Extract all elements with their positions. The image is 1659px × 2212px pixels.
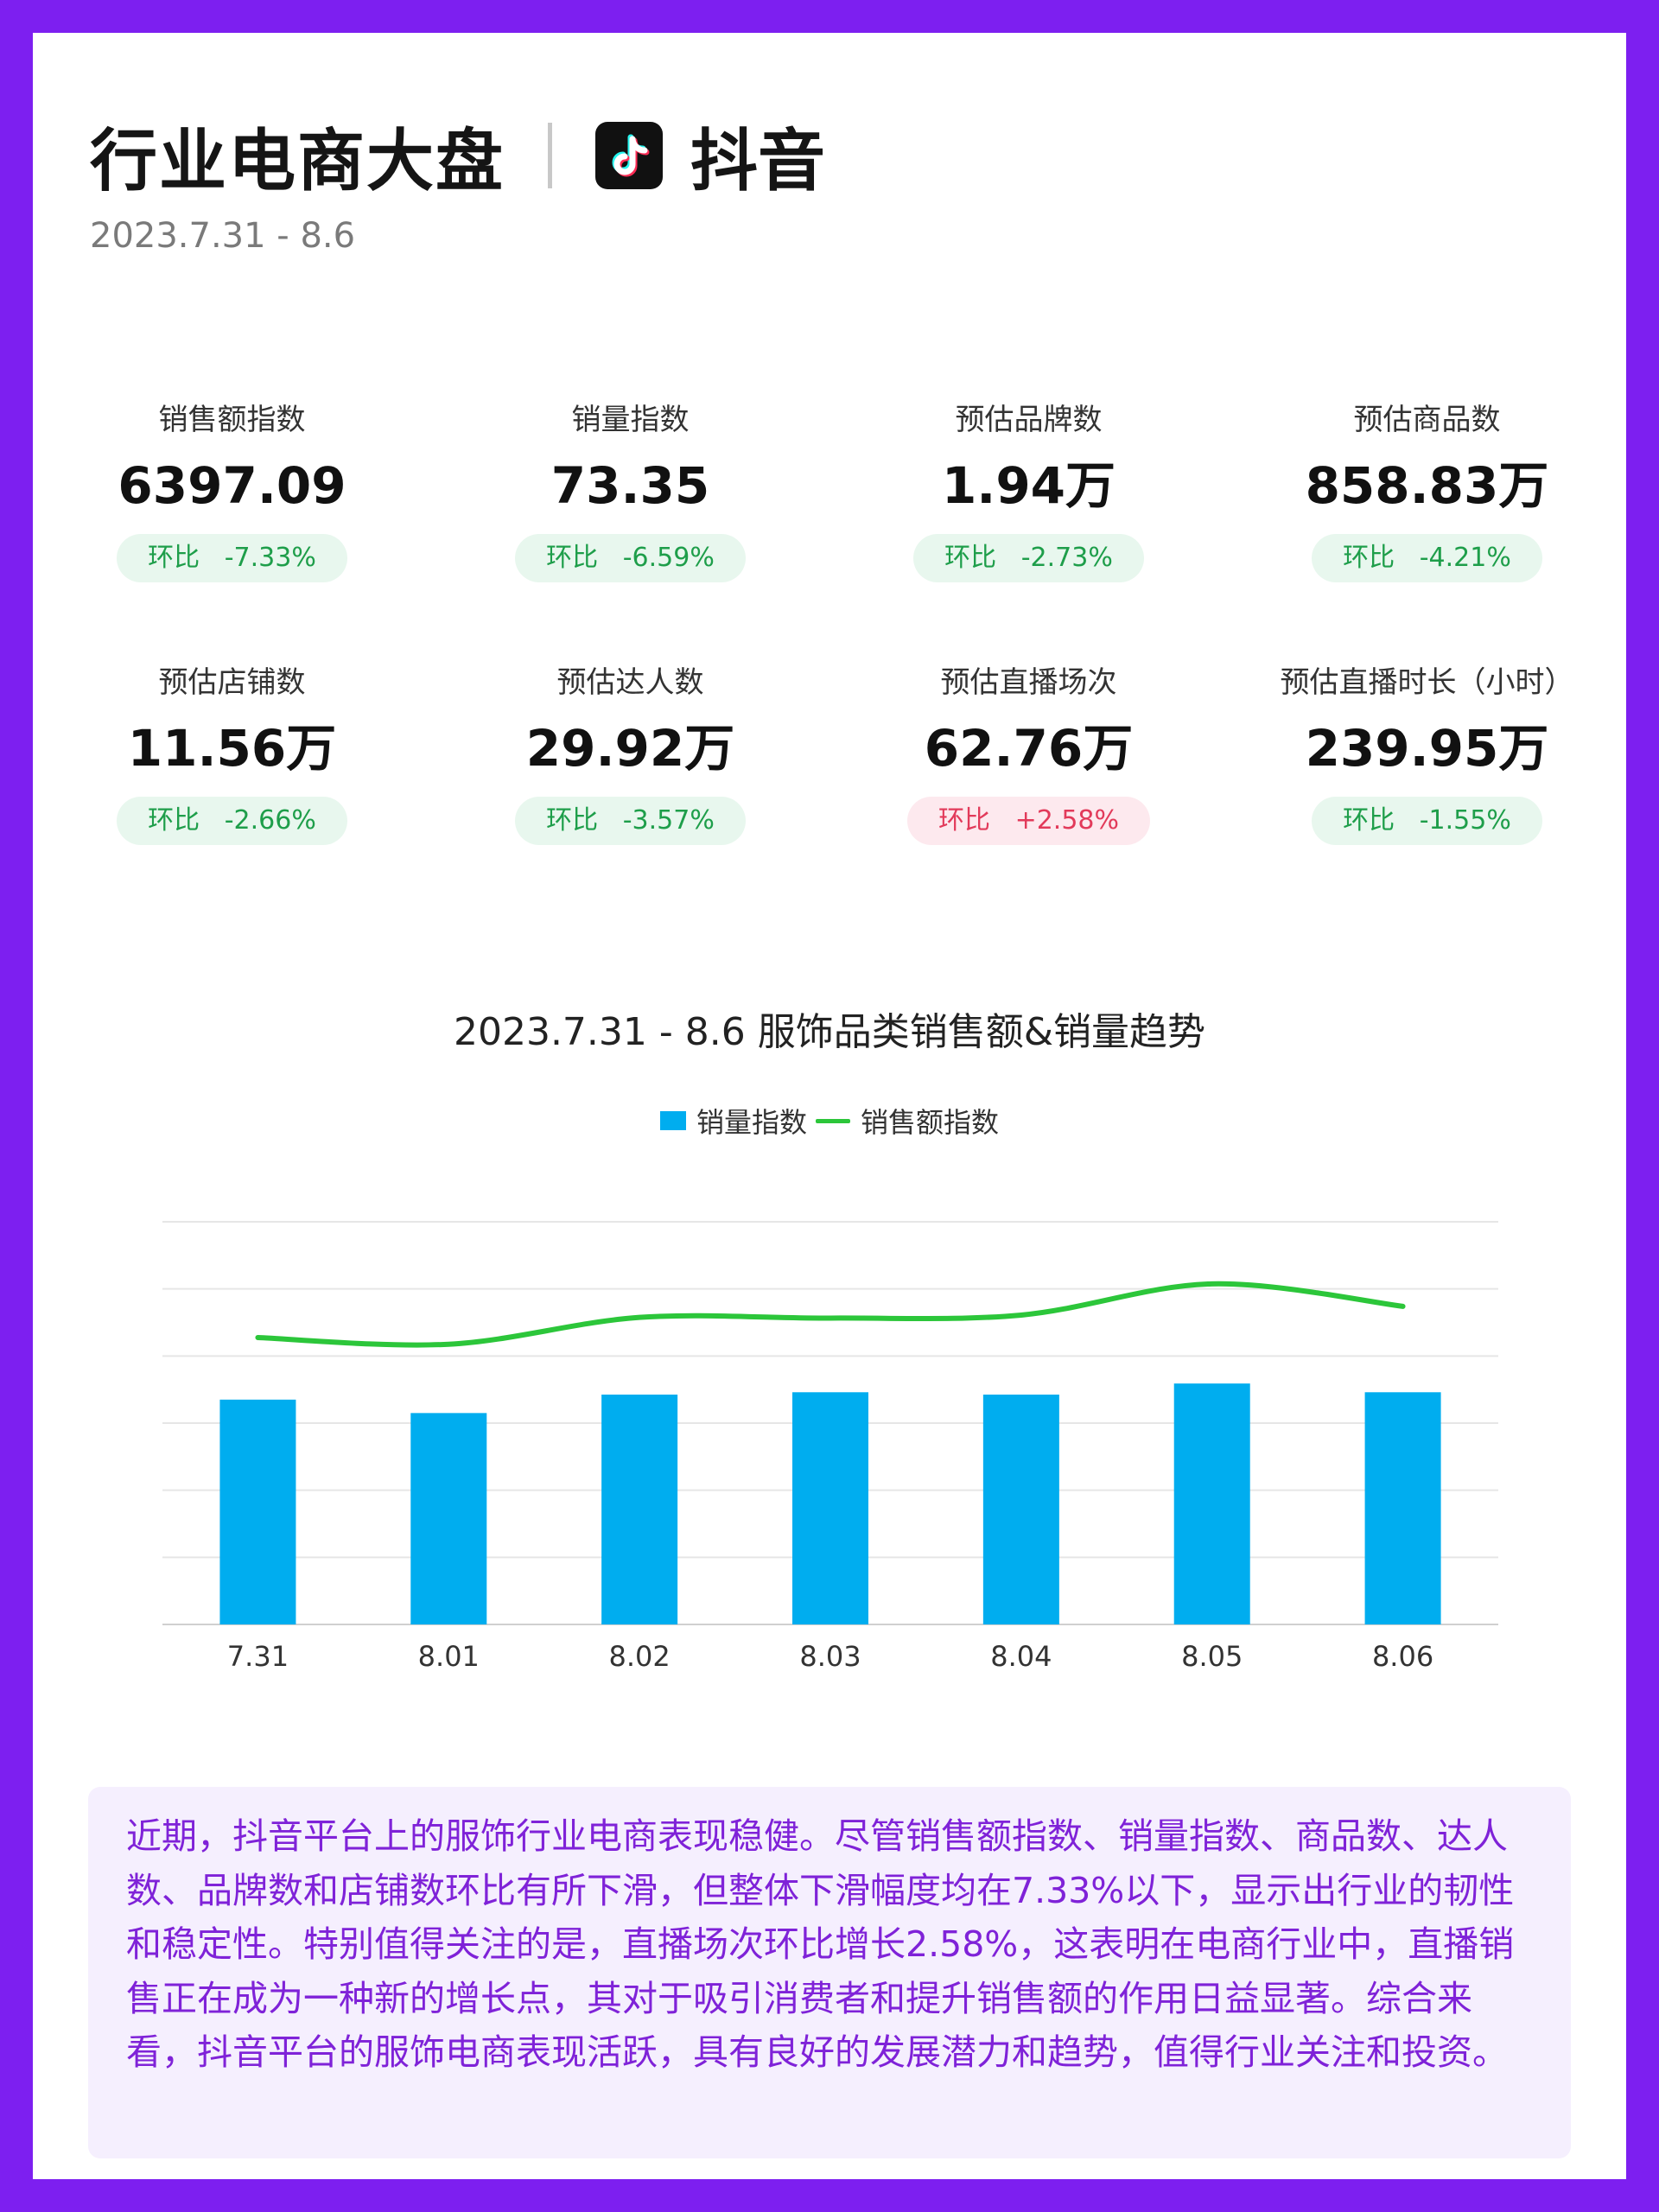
metric-value: 11.56万 [127, 719, 337, 778]
brand-name: 抖音 [690, 123, 826, 200]
x-tick-label: 8.01 [418, 1640, 480, 1673]
metric-label: 预估店铺数 [158, 665, 306, 700]
metric-volume-index: 销量指数 73.35 环比 -6.59% [431, 396, 830, 658]
metric-change-badge: 环比 -4.21% [1312, 534, 1542, 582]
metric-value: 1.94万 [941, 456, 1116, 515]
header: 行业电商大盘 抖音 2023.7.31 - 8.6 [90, 104, 825, 256]
page-title: 行业电商大盘 [90, 123, 505, 200]
metric-value: 29.92万 [525, 719, 735, 778]
metric-label: 销量指数 [571, 403, 690, 437]
metric-live-hours: 预估直播时长（小时） 239.95万 环比 -1.55% [1228, 658, 1626, 921]
metric-change-badge: 环比 -2.73% [913, 534, 1144, 582]
bar-8.05 [1173, 1383, 1250, 1624]
date-range: 2023.7.31 - 8.6 [90, 216, 356, 256]
x-tick-label: 8.04 [990, 1640, 1052, 1673]
summary-text: 近期，抖音平台上的服饰行业电商表现稳健。尽管销售额指数、销量指数、商品数、达人数… [126, 1815, 1515, 2073]
title-divider [548, 123, 553, 188]
metrics-row-1: 销售额指数 6397.09 环比 -7.33% 销量指数 73.35 环比 -6… [33, 396, 1626, 658]
metric-label: 销售额指数 [158, 403, 306, 437]
legend-label-bar: 销量指数 [696, 1106, 807, 1139]
metric-label: 预估商品数 [1353, 403, 1501, 437]
metric-brand-count: 预估品牌数 1.94万 环比 -2.73% [830, 396, 1228, 658]
bar-8.03 [792, 1392, 868, 1624]
douyin-logo-icon [595, 122, 664, 189]
sales-index-line [255, 1281, 1406, 1348]
x-tick-label: 8.05 [1181, 1640, 1243, 1673]
x-tick-label: 8.02 [609, 1640, 671, 1673]
metric-influencer-count: 预估达人数 29.92万 环比 -3.57% [431, 658, 830, 921]
metric-value: 62.76万 [924, 719, 1134, 778]
legend-label-line: 销售额指数 [861, 1106, 1000, 1139]
bar-8.02 [601, 1394, 678, 1624]
chart-title: 2023.7.31 - 8.6 服饰品类销售额&销量趋势 [453, 1010, 1206, 1054]
metric-live-sessions: 预估直播场次 62.76万 环比 +2.58% [830, 658, 1228, 921]
metric-change-badge: 环比 +2.58% [906, 797, 1151, 845]
metric-value: 239.95万 [1305, 719, 1549, 778]
metric-change-badge: 环比 -7.33% [117, 534, 347, 582]
metric-label: 预估直播场次 [940, 665, 1117, 700]
trend-chart: 7.31 8.01 8.02 8.03 8.04 8.05 8.06 [162, 1221, 1498, 1673]
x-tick-label: 7.31 [227, 1640, 289, 1673]
metric-change-badge: 环比 -6.59% [515, 534, 746, 582]
metrics-grid: 销售额指数 6397.09 环比 -7.33% 销量指数 73.35 环比 -6… [33, 396, 1626, 921]
metric-value: 858.83万 [1305, 456, 1549, 515]
bar-8.01 [410, 1413, 487, 1624]
x-tick-label: 8.03 [799, 1640, 861, 1673]
legend-line-swatch [816, 1118, 850, 1123]
metric-change-badge: 环比 -1.55% [1312, 797, 1542, 845]
legend-bar-swatch [659, 1111, 686, 1130]
bar-8.04 [982, 1394, 1059, 1624]
chart-legend: 销量指数 销售额指数 [33, 1101, 1626, 1141]
metric-change-badge: 环比 -3.57% [515, 797, 746, 845]
summary-box: 近期，抖音平台上的服饰行业电商表现稳健。尽管销售额指数、销量指数、商品数、达人数… [88, 1787, 1571, 2158]
bar-8.06 [1364, 1392, 1441, 1624]
metric-product-count: 预估商品数 858.83万 环比 -4.21% [1228, 396, 1626, 658]
metric-value: 73.35 [550, 456, 710, 515]
metric-label: 预估达人数 [556, 665, 704, 700]
metric-sales-index: 销售额指数 6397.09 环比 -7.33% [33, 396, 431, 658]
metric-value: 6397.09 [118, 456, 346, 515]
report-card: 行业电商大盘 抖音 2023.7.31 - 8.6 [33, 33, 1626, 2179]
metric-label: 预估直播时长（小时） [1280, 665, 1574, 700]
metric-label: 预估品牌数 [955, 403, 1103, 437]
x-tick-label: 8.06 [1372, 1640, 1433, 1673]
bar-7.31 [219, 1399, 296, 1624]
title-row: 行业电商大盘 抖音 [90, 104, 825, 207]
metric-store-count: 预估店铺数 11.56万 环比 -2.66% [33, 658, 431, 921]
metric-change-badge: 环比 -2.66% [117, 797, 347, 845]
metrics-row-2: 预估店铺数 11.56万 环比 -2.66% 预估达人数 29.92万 环比 -… [33, 658, 1626, 921]
